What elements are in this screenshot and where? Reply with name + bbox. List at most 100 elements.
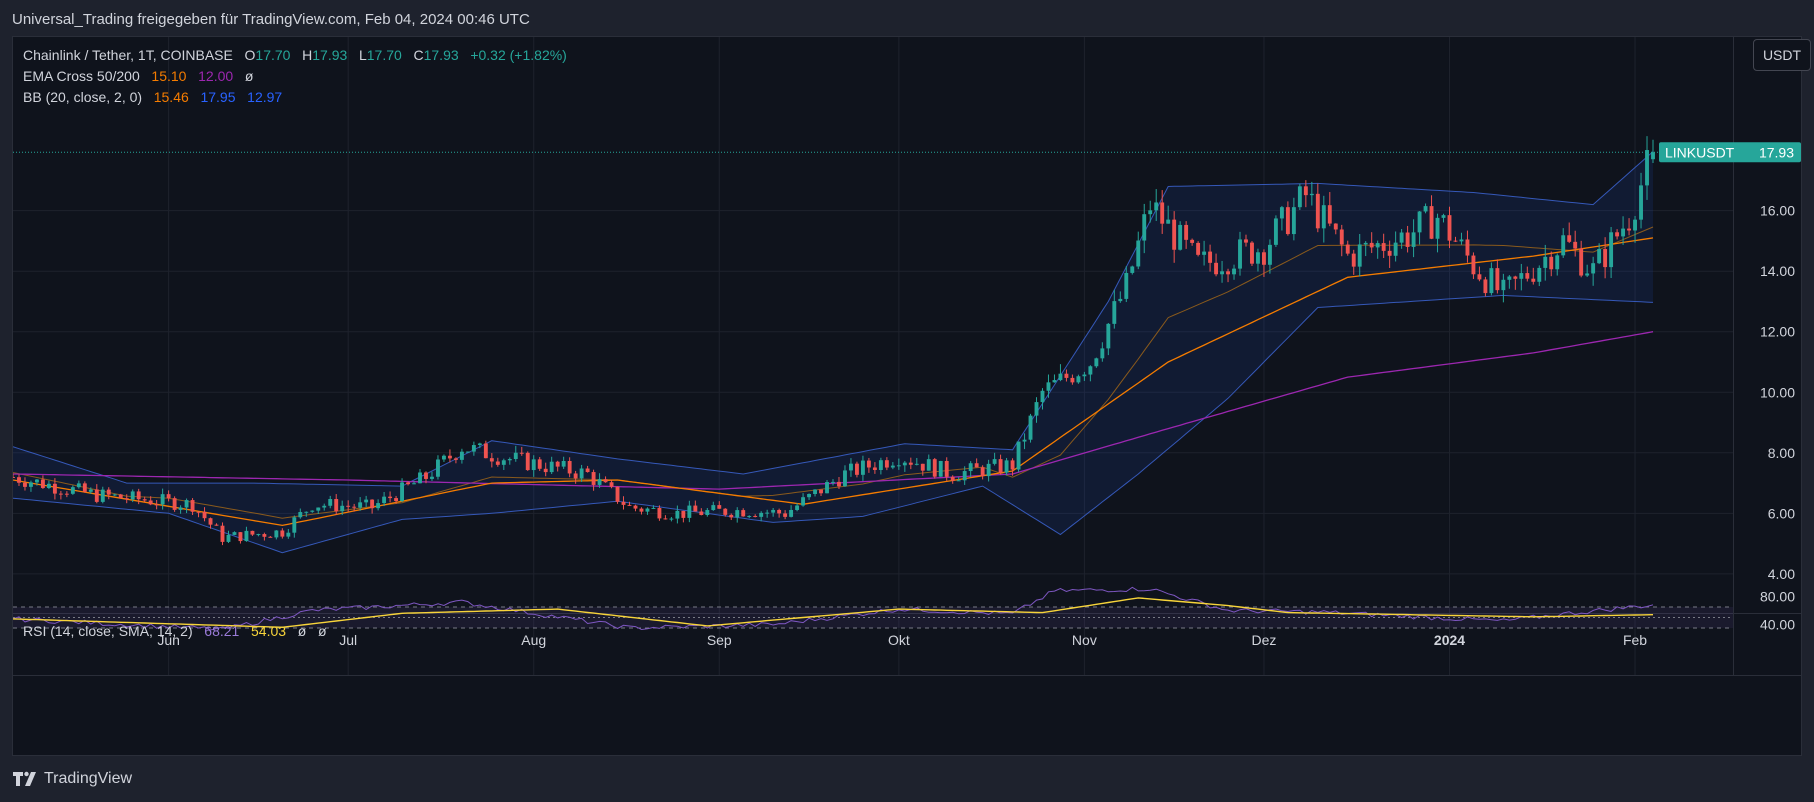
price-chart-svg[interactable]: LINKUSDT 17.93 4.00 6.00 8.00 10.00 12.00 14.00… [13,37,1801,755]
candle-body [298,512,303,518]
candle-body [1549,256,1554,270]
candle-body [860,460,865,475]
candle-body [507,459,512,461]
candle-body [1238,239,1242,269]
price-axis-tick: 4.00 [1768,566,1795,582]
candle-body [908,462,913,465]
candle-body [1106,323,1111,349]
bb-upper-value: 17.95 [200,89,236,105]
rsi-axis-tick: 40.00 [1760,617,1795,633]
candle-body [1094,358,1099,367]
time-axis-label: Jun [157,632,180,648]
ema-fast-value: 15.10 [151,68,187,84]
candle-body [579,468,584,479]
high-value: 17.93 [312,47,348,63]
candle-body [711,505,716,511]
candle-body [1477,274,1482,280]
candle-body [890,465,895,468]
candle-body [1250,242,1254,264]
candle-body [214,524,219,526]
candle-body [1399,232,1404,243]
candle-body [1543,256,1548,268]
candle-body [992,459,997,464]
candle-body [142,499,147,501]
candle-body [669,518,674,520]
top-bar: Universal_Trading freigegeben für Tradin… [0,0,1814,36]
candle-body [495,461,500,465]
last-price-value: 17.93 [1759,144,1794,160]
candle-body [657,507,662,519]
candle-body [1064,373,1069,378]
symbol-name[interactable]: Chainlink / Tether, 1T, COINBASE [23,47,233,63]
candle-body [699,511,704,516]
candle-body [621,501,626,505]
open-label: O [244,47,256,63]
candle-body [549,461,554,473]
candle-body [1495,268,1500,291]
time-axis-label: Aug [521,632,546,648]
rsi-label[interactable]: RSI (14, close, SMA, 14, 2) [23,623,193,639]
candle-body [280,530,285,537]
candle-body [1441,215,1446,218]
bottom-bar: TradingView [0,758,1814,802]
candle-body [663,518,668,520]
candle-body [1471,255,1476,275]
candle-body [1028,415,1033,440]
bb-basis-value: 15.46 [153,89,189,105]
candle-body [789,509,794,517]
candle-body [944,460,949,477]
candle-body [1393,242,1398,256]
currency-button[interactable]: USDT [1753,39,1811,71]
candle-body [286,532,291,537]
candle-body [693,505,698,512]
candle-body [34,479,39,483]
candle-body [1465,239,1470,256]
candle-body [1100,348,1105,359]
candle-body [52,483,57,494]
candle-body [615,486,620,502]
candle-body [843,470,847,487]
candle-body [184,500,189,508]
main-legend: Chainlink / Tether, 1T, COINBASE O17.70 … [23,45,567,108]
candle-body [531,459,536,471]
chart-area[interactable]: LINKUSDT 17.93 4.00 6.00 8.00 10.00 12.00 14.00… [12,36,1811,756]
change-value: +0.32 (+1.82%) [470,47,567,63]
candle-body [1585,273,1590,276]
bb-label[interactable]: BB (20, close, 2, 0) [23,89,143,105]
price-axis-tick: 8.00 [1768,445,1795,461]
bb-legend-row[interactable]: BB (20, close, 2, 0) 15.46 17.95 12.97 [23,87,567,108]
candle-body [1501,279,1506,291]
candle-body [1232,268,1236,275]
candle-body [813,489,817,494]
tradingview-logo[interactable]: TradingView [12,770,132,788]
candle-body [118,494,123,499]
candle-body [1531,278,1536,282]
candle-body [849,463,853,471]
candle-body [40,479,45,488]
candle-body [1519,273,1524,279]
candle-body [352,506,357,508]
candle-body [1273,218,1278,245]
candle-body [513,452,518,460]
candle-body [274,530,279,538]
candle-body [1202,251,1207,255]
ema-label[interactable]: EMA Cross 50/200 [23,68,140,84]
time-axis-label: Nov [1072,632,1097,648]
price-axis-tick: 10.00 [1760,384,1795,400]
last-price-tag[interactable]: LINKUSDT 17.93 [1659,142,1801,163]
candle-body [172,498,177,510]
rsi-legend[interactable]: RSI (14, close, SMA, 14, 2) 68.21 54.03 … [23,623,327,639]
candle-body [819,489,823,494]
candle-body [17,477,21,483]
candle-body [178,507,183,510]
candle-body [1645,150,1649,186]
candle-body [1345,244,1350,254]
candle-body [1555,255,1560,270]
ema-legend-row[interactable]: EMA Cross 50/200 15.10 12.00 ø [23,66,567,87]
symbol-legend-row[interactable]: Chainlink / Tether, 1T, COINBASE O17.70 … [23,45,567,66]
candle-body [424,472,428,479]
candle-body [968,463,973,472]
candle-body [382,496,387,504]
candle-body [358,502,363,508]
candle-body [76,483,81,488]
